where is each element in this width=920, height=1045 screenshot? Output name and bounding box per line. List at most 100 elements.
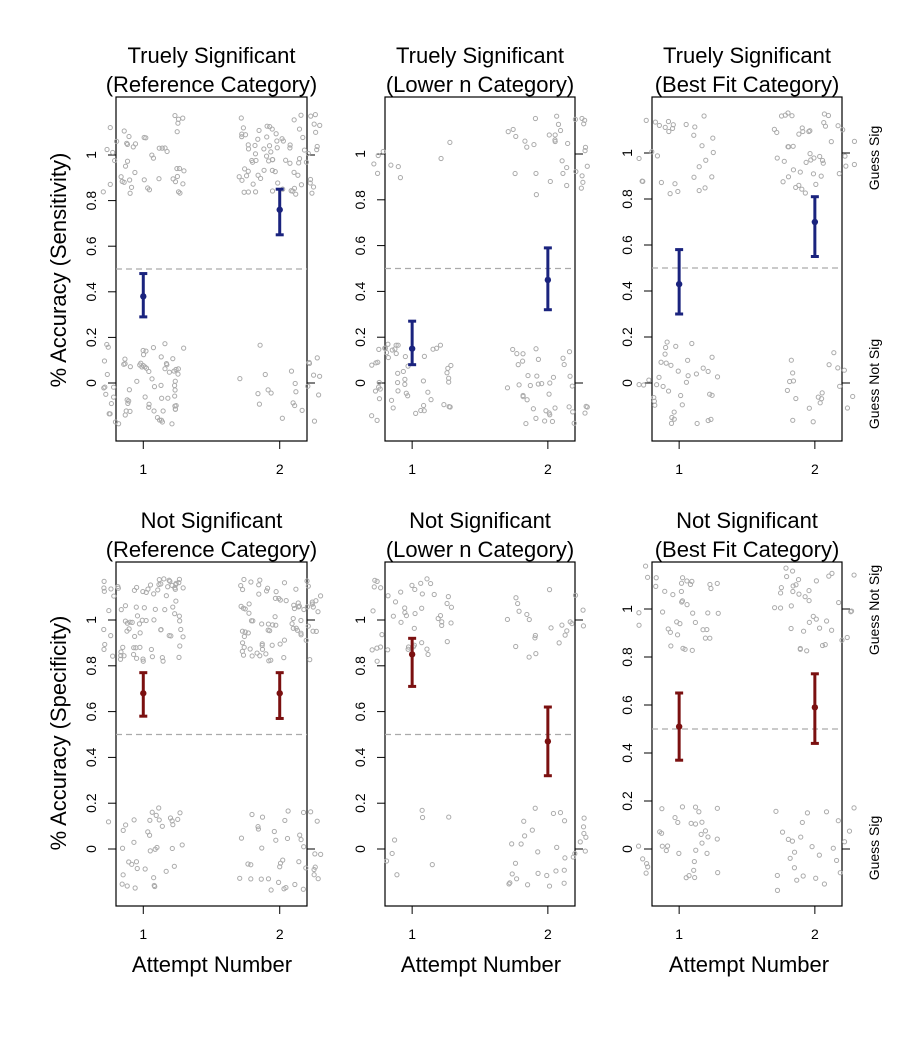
response-point bbox=[421, 408, 427, 414]
response-point bbox=[248, 862, 254, 868]
response-point bbox=[796, 591, 802, 597]
response-point bbox=[796, 131, 802, 137]
response-point bbox=[392, 599, 399, 605]
response-point bbox=[651, 398, 657, 404]
response-point bbox=[669, 125, 676, 132]
response-point bbox=[103, 391, 109, 397]
y-tick-label: 0.6 bbox=[352, 702, 368, 722]
response-point bbox=[269, 126, 275, 132]
response-point bbox=[311, 418, 318, 424]
y-tick-label: 0.2 bbox=[619, 791, 635, 811]
response-point bbox=[119, 178, 125, 185]
response-point bbox=[532, 805, 538, 811]
response-point bbox=[420, 402, 427, 409]
response-point bbox=[507, 880, 513, 886]
response-point bbox=[382, 345, 388, 351]
response-point bbox=[790, 143, 796, 149]
response-point bbox=[136, 621, 143, 627]
response-point bbox=[124, 158, 131, 164]
response-point bbox=[405, 393, 411, 399]
response-point bbox=[146, 404, 152, 410]
response-point bbox=[802, 594, 808, 600]
response-point bbox=[241, 644, 247, 650]
response-point bbox=[121, 128, 127, 134]
response-point bbox=[412, 610, 418, 617]
response-point bbox=[151, 384, 158, 390]
response-point bbox=[123, 822, 129, 828]
response-point bbox=[239, 586, 246, 593]
response-point bbox=[520, 393, 526, 400]
response-point bbox=[419, 591, 425, 597]
response-point bbox=[317, 593, 324, 599]
response-point bbox=[505, 129, 511, 135]
response-point bbox=[636, 622, 642, 628]
response-point bbox=[104, 146, 110, 153]
response-point bbox=[165, 584, 171, 590]
response-point bbox=[175, 371, 181, 377]
response-point bbox=[577, 839, 583, 845]
response-point bbox=[281, 637, 288, 643]
response-point bbox=[290, 615, 296, 622]
response-point bbox=[515, 600, 521, 607]
panel-3: Truely Significant (Best Fit Category) 0 0.… bbox=[619, 43, 858, 477]
response-point bbox=[542, 418, 548, 424]
response-point bbox=[296, 126, 303, 132]
response-point bbox=[122, 603, 129, 609]
response-point bbox=[446, 814, 452, 820]
response-point bbox=[851, 138, 858, 144]
y-tick-label: 1 bbox=[352, 616, 368, 624]
response-point bbox=[654, 382, 660, 388]
response-point bbox=[680, 645, 686, 651]
response-point bbox=[707, 635, 713, 641]
response-point bbox=[238, 115, 244, 121]
response-point bbox=[821, 111, 828, 117]
response-point bbox=[826, 362, 832, 368]
response-point bbox=[162, 366, 168, 372]
response-point bbox=[691, 858, 697, 865]
response-point bbox=[532, 635, 538, 641]
response-point bbox=[679, 402, 685, 408]
response-point bbox=[245, 168, 251, 174]
response-point bbox=[175, 366, 181, 372]
response-point bbox=[272, 614, 278, 620]
response-point bbox=[300, 886, 306, 892]
response-point bbox=[126, 133, 132, 140]
response-point bbox=[263, 588, 270, 594]
response-point bbox=[314, 147, 320, 153]
response-point bbox=[419, 605, 425, 611]
response-point bbox=[114, 138, 120, 144]
response-point bbox=[296, 603, 302, 609]
response-point bbox=[237, 376, 243, 382]
response-point bbox=[699, 840, 705, 846]
response-point bbox=[783, 565, 789, 571]
response-point bbox=[684, 602, 690, 608]
response-point bbox=[678, 392, 684, 399]
response-point bbox=[293, 191, 299, 197]
response-point bbox=[266, 143, 273, 149]
response-point bbox=[129, 619, 135, 625]
response-point bbox=[816, 852, 822, 858]
response-point bbox=[176, 580, 182, 586]
response-point bbox=[705, 834, 711, 840]
response-point bbox=[149, 654, 156, 660]
response-point bbox=[778, 585, 784, 591]
response-point bbox=[690, 610, 696, 616]
response-point bbox=[678, 588, 685, 595]
response-point bbox=[395, 370, 401, 376]
response-point bbox=[513, 595, 519, 601]
y-tick-label: 0.8 bbox=[619, 189, 635, 209]
response-point bbox=[790, 370, 796, 376]
panels: Truely Significant (Reference Category) 0 0… bbox=[83, 43, 858, 942]
response-point bbox=[535, 849, 541, 855]
response-point bbox=[172, 179, 179, 185]
response-point bbox=[780, 179, 786, 185]
response-point bbox=[241, 633, 247, 640]
response-point bbox=[101, 358, 108, 364]
response-point bbox=[162, 607, 168, 613]
mean-point bbox=[811, 218, 819, 226]
response-point bbox=[169, 582, 175, 588]
panel-subtitle: (Reference Category) bbox=[106, 537, 318, 562]
response-point bbox=[172, 378, 178, 384]
response-point bbox=[256, 582, 262, 588]
response-point bbox=[700, 365, 706, 371]
